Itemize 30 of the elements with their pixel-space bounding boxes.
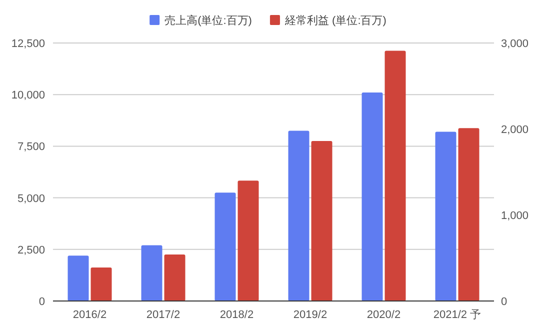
bar — [164, 254, 186, 301]
x-tick-label: 2019/2 — [293, 309, 328, 321]
y-tick-label: 7,500 — [17, 141, 45, 154]
bar — [435, 132, 456, 301]
x-tick-label: 2017/2 — [146, 309, 180, 321]
bar — [384, 50, 406, 301]
legend-label: 売上高(単位:百万) — [164, 14, 252, 27]
y-tick-label: 0 — [38, 296, 45, 308]
bar — [141, 245, 162, 301]
x-tick-label: 2016/2 — [72, 309, 107, 321]
bar — [238, 180, 259, 301]
bar — [458, 128, 480, 301]
x-tick-label: 2018/2 — [220, 309, 254, 321]
y-tick-label: 5,000 — [17, 192, 45, 205]
bar — [68, 256, 89, 301]
x-tick-label: 2020/2 — [366, 309, 401, 321]
bar — [90, 267, 112, 301]
y2-tick-label: 2,000 — [501, 124, 529, 136]
y2-tick-label: 3,000 — [501, 38, 529, 50]
bar — [214, 192, 236, 301]
bar — [362, 92, 383, 301]
y2-tick-label: 0 — [501, 296, 508, 308]
y-tick-label: 2,500 — [17, 244, 45, 256]
bar — [288, 130, 310, 301]
y2-tick-label: 1,000 — [501, 210, 529, 222]
y-tick-label: 12,500 — [11, 38, 45, 50]
y-tick-label: 10,000 — [11, 90, 45, 102]
legend-label: 経常利益 (単位:百万) — [284, 14, 386, 27]
x-tick-label: 2021/2 予 — [433, 309, 482, 321]
bar — [311, 141, 332, 301]
